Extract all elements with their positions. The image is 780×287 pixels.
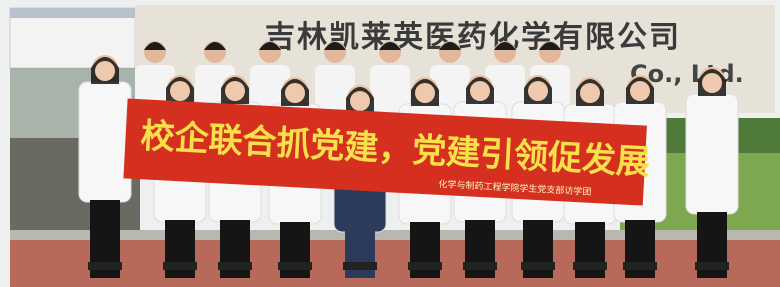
- curb: [10, 230, 780, 240]
- face: [415, 83, 435, 103]
- brick-ground: [10, 240, 780, 287]
- shoes: [408, 262, 442, 270]
- shoes: [623, 262, 657, 270]
- face: [580, 83, 600, 103]
- face: [350, 91, 370, 111]
- face: [95, 61, 115, 81]
- shoes: [278, 262, 312, 270]
- photo: 吉林凯莱英医药化学有限公司 Co., Ltd. 校企联合抓党建，党建引领促发展 …: [0, 0, 780, 287]
- shoes: [463, 262, 497, 270]
- face: [285, 83, 305, 103]
- face: [702, 73, 722, 93]
- shoes: [521, 262, 555, 270]
- face: [470, 81, 490, 101]
- coat: [79, 82, 131, 202]
- face: [528, 81, 548, 101]
- face: [170, 81, 190, 101]
- shoes: [695, 262, 729, 270]
- shoes: [573, 262, 607, 270]
- face: [225, 81, 245, 101]
- coat: [686, 94, 738, 214]
- shoes: [163, 262, 197, 270]
- building-roof: [10, 8, 135, 18]
- face: [630, 81, 650, 101]
- shoes: [343, 262, 377, 270]
- shoes: [88, 262, 122, 270]
- shoes: [218, 262, 252, 270]
- legs: [345, 230, 375, 278]
